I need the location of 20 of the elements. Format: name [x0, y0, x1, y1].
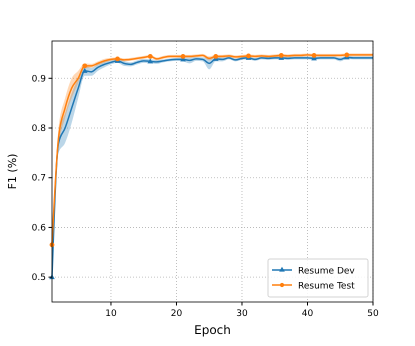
y-axis-title: F1 (%) [6, 154, 19, 190]
point [82, 63, 88, 68]
x-tick-label: 30 [236, 309, 248, 319]
point [312, 53, 316, 58]
x-tick-label: 10 [105, 309, 117, 319]
y-tick-label: 0.8 [32, 124, 46, 134]
y-tick-label: 0.5 [32, 273, 46, 284]
y-tick-label: 0.7 [32, 174, 46, 184]
y-tick-label: 0.6 [32, 223, 46, 234]
point [147, 58, 154, 64]
point [148, 54, 153, 59]
y-tick-label: 0.9 [32, 74, 46, 84]
point [180, 54, 186, 59]
legend-label: Resume Test [298, 282, 356, 292]
point [82, 68, 88, 73]
legend-label: Resume Dev [298, 266, 356, 276]
x-tick-label: 20 [170, 309, 182, 319]
x-tick-label: 40 [302, 309, 314, 319]
x-tick-label: 50 [367, 309, 379, 319]
x-axis-title: Epoch [194, 323, 231, 337]
